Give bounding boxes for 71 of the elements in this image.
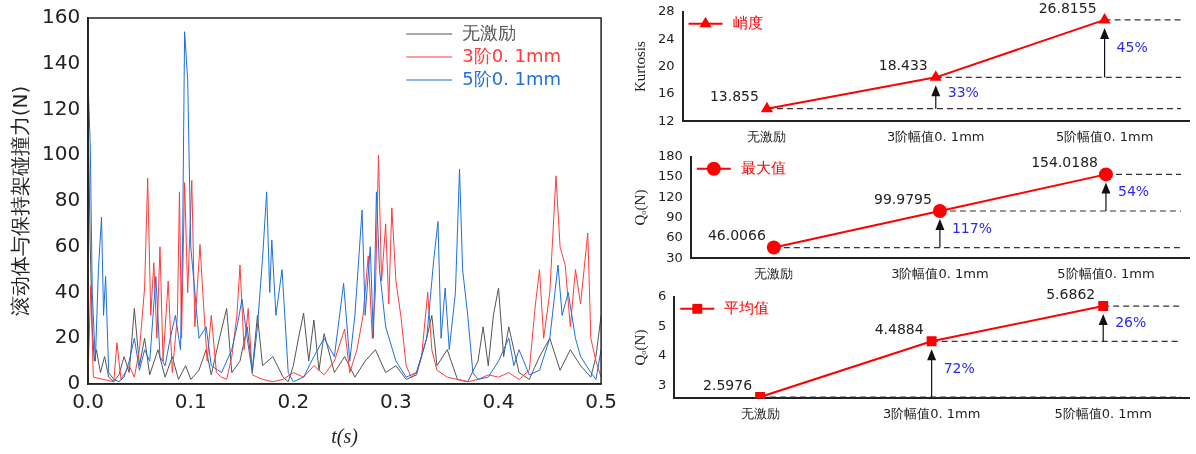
data-label: 4.4884 xyxy=(874,320,924,337)
x-tick-label: 无激励 xyxy=(747,128,787,144)
y-axis-title: 滚动体与保持架碰撞力(N) xyxy=(8,85,33,317)
y-axis-title: Qₒ(N) xyxy=(631,329,649,366)
x-axis-title: t(s) xyxy=(331,425,359,449)
y-tick-label: 20 xyxy=(658,57,675,73)
y-tick-label: 160 xyxy=(41,4,81,29)
legend-label: 3阶0. 1mm xyxy=(462,44,562,66)
x-tick-label: 无激励 xyxy=(754,265,794,281)
y-tick-label: 28 xyxy=(658,3,675,19)
data-label: 99.9795 xyxy=(874,190,932,207)
y-tick-label: 140 xyxy=(41,49,81,74)
y-tick-label: 6 xyxy=(657,288,667,304)
y-axis-title: Qₒ(N) xyxy=(631,189,649,226)
point xyxy=(929,70,942,81)
data-label: 154.0188 xyxy=(1031,154,1098,171)
y-axis-title: Kurtosis xyxy=(631,41,648,93)
legend-label: 峭度 xyxy=(732,13,763,32)
y-tick-label: 5 xyxy=(657,317,667,333)
x-tick-label: 5阶幅值0. 1mm xyxy=(1054,405,1152,421)
x-tick-label: 无激励 xyxy=(740,405,780,421)
y-tick-label: 3 xyxy=(657,376,667,392)
point xyxy=(1098,167,1113,182)
y-tick-label: 40 xyxy=(54,278,81,303)
annotation: 72% xyxy=(943,359,975,376)
y-tick-label: 4 xyxy=(657,347,667,363)
y-tick-label: 80 xyxy=(54,187,81,212)
x-tick-label: 3阶幅值0. 1mm xyxy=(882,405,981,421)
legend-label: 平均值 xyxy=(724,298,770,317)
y-tick-label: 60 xyxy=(666,229,683,245)
x-tick-label: 5阶幅值0. 1mm xyxy=(1057,265,1155,281)
y-tick-label: 180 xyxy=(657,148,683,164)
annotation: 54% xyxy=(1117,183,1150,200)
point xyxy=(766,240,781,255)
legend-label: 5阶0. 1mm xyxy=(462,67,562,89)
point xyxy=(926,336,937,347)
x-tick-label: 0.1 xyxy=(174,389,207,414)
point xyxy=(1098,12,1111,24)
x-tick-label: 0.4 xyxy=(482,389,515,414)
y-tick-label: 30 xyxy=(666,249,683,265)
data-label: 18.433 xyxy=(878,56,928,73)
x-tick-label: 0.5 xyxy=(585,389,617,414)
y-tick-label: 16 xyxy=(658,85,675,101)
point xyxy=(932,204,947,218)
y-tick-label: 100 xyxy=(41,141,81,166)
x-tick-label: 0.3 xyxy=(380,389,412,414)
x-tick-label: 3阶幅值0. 1mm xyxy=(891,265,989,281)
y-tick-label: 90 xyxy=(666,209,683,225)
x-tick-label: 3阶幅值0. 1mm xyxy=(887,128,985,144)
y-tick-label: 20 xyxy=(54,324,81,349)
y-tick-label: 12 xyxy=(658,112,675,128)
legend-label: 最大值 xyxy=(740,158,786,177)
point xyxy=(1098,301,1109,311)
data-label: 26.8155 xyxy=(1038,0,1097,16)
y-tick-label: 120 xyxy=(41,95,81,120)
x-tick-label: 5阶幅值0. 1mm xyxy=(1055,128,1154,144)
data-label: 46.0066 xyxy=(707,227,766,244)
data-label: 2.5976 xyxy=(703,376,753,393)
x-tick-label: 0.2 xyxy=(277,389,310,414)
point xyxy=(760,101,774,113)
y-tick-label: 24 xyxy=(658,30,675,46)
legend-label: 无激励 xyxy=(462,21,517,43)
annotation: 117% xyxy=(951,219,992,236)
annotation: 45% xyxy=(1116,39,1148,56)
y-tick-label: 150 xyxy=(657,168,683,184)
data-label: 13.855 xyxy=(709,88,759,105)
data-label: 5.6862 xyxy=(1046,285,1096,302)
annotation: 33% xyxy=(947,83,979,100)
y-tick-label: 60 xyxy=(54,232,81,257)
annotation: 26% xyxy=(1115,314,1147,331)
y-tick-label: 120 xyxy=(657,188,683,204)
